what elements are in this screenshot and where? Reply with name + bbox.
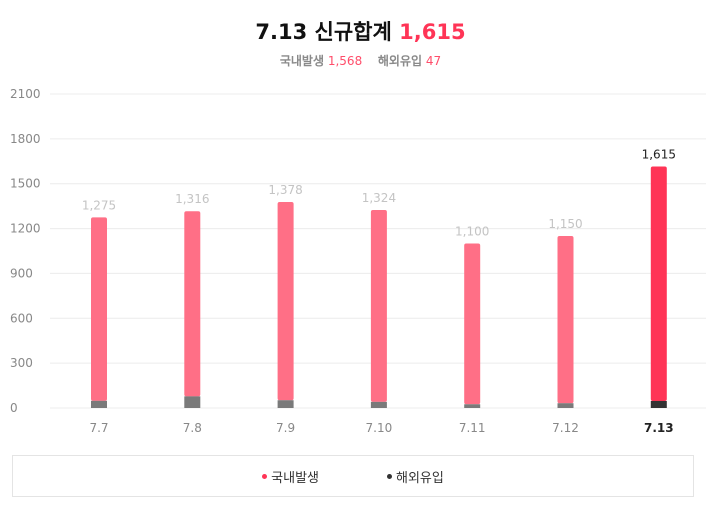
- legend-item-overseas[interactable]: 해외유입: [387, 467, 444, 486]
- x-tick-label: 7.13: [644, 421, 674, 435]
- bar-total-label: 1,324: [362, 191, 396, 205]
- y-tick-label: 1800: [10, 132, 41, 146]
- legend-item-domestic[interactable]: 국내발생: [262, 467, 319, 486]
- chart-legend: 국내발생 해외유입: [12, 455, 694, 497]
- domestic-summary-label: 국내발생: [279, 54, 325, 68]
- chart-title-total: 1,615: [399, 20, 466, 44]
- x-tick-label: 7.9: [276, 421, 295, 435]
- bar-overseas[interactable]: [370, 401, 387, 408]
- y-tick-label: 600: [10, 311, 33, 325]
- bar-total-label: 1,100: [455, 225, 489, 239]
- bar-overseas[interactable]: [91, 400, 107, 408]
- bar-overseas[interactable]: [464, 404, 481, 408]
- chart-title: 7.13 신규합계 1,615: [0, 16, 721, 46]
- x-tick-label: 7.7: [89, 421, 108, 435]
- bar-overseas[interactable]: [184, 396, 201, 408]
- overseas-summary-label: 해외유입: [377, 54, 423, 68]
- y-tick-label: 2100: [10, 87, 41, 101]
- bar-domestic[interactable]: [184, 211, 201, 397]
- y-tick-label: 300: [10, 356, 33, 370]
- bar-total-label: 1,378: [268, 183, 302, 197]
- bar-overseas[interactable]: [557, 403, 574, 408]
- bar-domestic[interactable]: [464, 243, 481, 405]
- bar-total-label: 1,316: [175, 192, 209, 206]
- y-tick-label: 1500: [10, 177, 41, 191]
- bar-overseas[interactable]: [650, 400, 667, 408]
- y-tick-label: 0: [10, 401, 18, 415]
- chart-title-prefix: 7.13 신규합계: [255, 20, 392, 44]
- bar-domestic[interactable]: [277, 201, 294, 401]
- bar-total-label: 1,275: [82, 198, 116, 212]
- bar-chart: 0 300 600 900 1200 1500 1800 2100 1,275 7.7 1,316 7…: [10, 87, 706, 435]
- legend-label-domestic: 국내발생: [271, 470, 319, 486]
- y-tick-label: 1200: [10, 222, 41, 236]
- y-tick-label: 900: [10, 266, 33, 280]
- bar-domestic[interactable]: [370, 210, 387, 402]
- bar-total-label: 1,150: [548, 217, 582, 231]
- bar-overseas[interactable]: [277, 400, 294, 408]
- bar-domestic[interactable]: [557, 236, 574, 404]
- legend-dot-overseas: [387, 473, 392, 479]
- legend-label-overseas: 해외유입: [396, 470, 444, 486]
- domestic-summary-value: 1,568: [327, 54, 363, 68]
- bar-total-label: 1,615: [642, 148, 676, 162]
- chart-subtitle: 국내발생 1,568 해외유입 47: [0, 52, 721, 69]
- legend-dot-domestic: [262, 473, 268, 479]
- x-tick-label: 7.10: [366, 421, 393, 435]
- x-tick-label: 7.12: [552, 421, 579, 435]
- bar-domestic[interactable]: [91, 217, 107, 401]
- x-tick-label: 7.8: [183, 421, 202, 435]
- x-tick-label: 7.11: [459, 421, 486, 435]
- overseas-summary-value: 47: [425, 54, 442, 68]
- bar-domestic[interactable]: [650, 166, 667, 401]
